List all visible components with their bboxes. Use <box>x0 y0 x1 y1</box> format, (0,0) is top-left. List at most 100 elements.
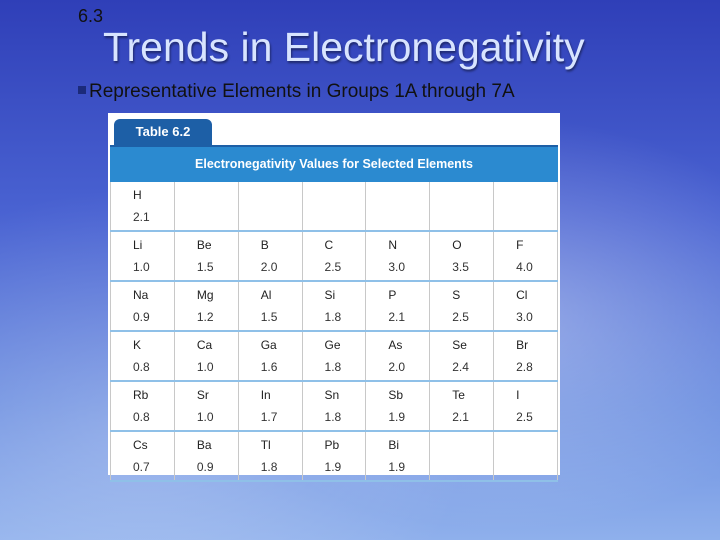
table-cell: Sb 1.9 <box>365 381 431 432</box>
element-symbol: I <box>516 388 520 402</box>
element-symbol: N <box>388 238 398 252</box>
table-cell: Si 1.8 <box>301 281 367 332</box>
table-row: Li 1.0 Be 1.5 B 2.0 C 2.5 N 3.0 O 3.5 F 4.0 <box>110 231 558 282</box>
electronegativity-value: 1.5 <box>260 310 278 324</box>
element-symbol: Br <box>516 338 529 352</box>
table-cell: As 2.0 <box>365 331 431 382</box>
table-caption: Electronegativity Values for Selected El… <box>110 145 558 182</box>
electronegativity-value: 0.8 <box>133 410 150 424</box>
electronegativity-value: 1.0 <box>196 360 214 374</box>
element-symbol: H <box>133 188 142 202</box>
table-cell: P 2.1 <box>365 281 431 332</box>
section-number: 6.3 <box>78 6 104 26</box>
element-symbol: Ge <box>324 338 341 352</box>
element-symbol: F <box>516 238 524 252</box>
table-cell: Ca 1.0 <box>173 331 239 382</box>
table-cell: Ga 1.6 <box>237 331 303 382</box>
table-cell: I 2.5 <box>493 381 558 432</box>
electronegativity-value: 3.0 <box>516 310 533 324</box>
element-symbol: Mg <box>196 288 214 302</box>
table-cell: N 3.0 <box>365 231 431 282</box>
electronegativity-value: 1.5 <box>196 260 214 274</box>
table-label: Table 6.2 <box>114 119 212 145</box>
table-cell: In 1.7 <box>237 381 303 432</box>
table-cell: Al 1.5 <box>237 281 303 332</box>
slide-title: Trends in Electronegativity <box>103 24 585 70</box>
table-cell: S 2.5 <box>429 281 495 332</box>
table-cell: Bi 1.9 <box>365 431 431 482</box>
table-cell: Na 0.9 <box>110 281 175 332</box>
element-symbol: Te <box>452 388 465 402</box>
element-symbol: Ga <box>260 338 277 352</box>
electronegativity-value: 1.2 <box>196 310 214 324</box>
table-cell: Be 1.5 <box>173 231 239 282</box>
table-row: Na 0.9 Mg 1.2 Al 1.5 Si 1.8 P 2.1 S 2.5 Cl 3.0 <box>110 281 558 332</box>
element-symbol: As <box>388 338 403 352</box>
element-symbol: Cl <box>516 288 528 302</box>
table-cell: Ge 1.8 <box>301 331 367 382</box>
table-cell: Li 1.0 <box>110 231 175 282</box>
table-cell: Sn 1.8 <box>301 381 367 432</box>
element-symbol: Ba <box>196 438 212 452</box>
element-symbol: C <box>324 238 334 252</box>
element-symbol: Rb <box>133 388 149 402</box>
table-cell: Mg 1.2 <box>173 281 239 332</box>
electronegativity-value: 2.0 <box>388 360 406 374</box>
electronegativity-value: 2.8 <box>516 360 533 374</box>
table-row: K 0.8 Ca 1.0 Ga 1.6 Ge 1.8 As 2.0 Se 2.4 Br 2.8 <box>110 331 558 382</box>
electronegativity-value: 1.7 <box>260 410 278 424</box>
electronegativity-value: 1.8 <box>324 310 342 324</box>
element-symbol: P <box>388 288 397 302</box>
electronegativity-value: 0.7 <box>133 460 150 474</box>
bullet-text: Representative Elements in Groups 1A thr… <box>89 81 515 102</box>
electronegativity-value: 0.9 <box>133 310 150 324</box>
electronegativity-value: 3.0 <box>388 260 406 274</box>
electronegativity-value: 1.8 <box>324 360 342 374</box>
table-cell <box>493 182 558 232</box>
electronegativity-value: 2.1 <box>388 310 406 324</box>
electronegativity-value: 1.6 <box>260 360 278 374</box>
electronegativity-value: 1.9 <box>388 460 406 474</box>
element-symbol: Se <box>452 338 467 352</box>
table-grid: H 2.1 Li 1.0 Be 1.5 B 2.0 C 2.5 N 3.0 O 3.5 F 4.0 Na 0.9 M… <box>110 182 558 482</box>
element-symbol: Ca <box>196 338 213 352</box>
table-cell: Ba 0.9 <box>173 431 239 482</box>
table-cell <box>493 431 558 482</box>
element-symbol: O <box>452 238 462 252</box>
electronegativity-value: 2.5 <box>324 260 342 274</box>
electronegativity-value: 3.5 <box>452 260 469 274</box>
table-cell: Br 2.8 <box>493 331 558 382</box>
table-cell: F 4.0 <box>493 231 558 282</box>
element-symbol: Be <box>196 238 212 252</box>
table-cell: H 2.1 <box>110 182 175 232</box>
element-symbol: B <box>260 238 269 252</box>
element-symbol: In <box>260 388 271 402</box>
element-symbol: Na <box>133 288 149 302</box>
element-symbol: Al <box>260 288 272 302</box>
electronegativity-value: 1.9 <box>388 410 406 424</box>
element-symbol: Sr <box>196 388 209 402</box>
table-cell: Cl 3.0 <box>493 281 558 332</box>
electronegativity-value: 2.5 <box>452 310 469 324</box>
element-symbol: Tl <box>260 438 271 452</box>
electronegativity-value: 2.1 <box>133 210 150 224</box>
element-symbol: Li <box>133 238 143 252</box>
table-cell: B 2.0 <box>237 231 303 282</box>
electronegativity-value: 1.8 <box>324 410 342 424</box>
element-symbol: Bi <box>388 438 400 452</box>
table-cell <box>301 182 367 232</box>
element-symbol: Sn <box>324 388 340 402</box>
table-cell: Te 2.1 <box>429 381 495 432</box>
table-cell: Cs 0.7 <box>110 431 175 482</box>
bullet-mark <box>78 86 86 94</box>
element-symbol: Si <box>324 288 336 302</box>
table-cell <box>365 182 431 232</box>
table-cell: Se 2.4 <box>429 331 495 382</box>
table-cell <box>237 182 303 232</box>
table-row: Rb 0.8 Sr 1.0 In 1.7 Sn 1.8 Sb 1.9 Te 2.1 I 2.5 <box>110 381 558 432</box>
electronegativity-value: 4.0 <box>516 260 533 274</box>
element-symbol: S <box>452 288 461 302</box>
electronegativity-value: 1.9 <box>324 460 342 474</box>
element-symbol: Pb <box>324 438 340 452</box>
